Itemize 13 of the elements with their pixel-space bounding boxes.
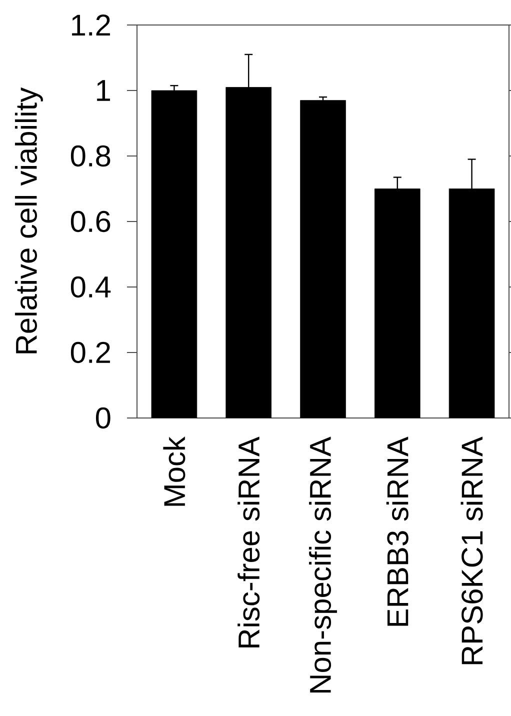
x-tick-label: Risc-free siRNA: [238, 436, 260, 648]
y-tick-label: 0.2: [70, 342, 110, 364]
y-tick-label: 0.8: [70, 145, 110, 167]
y-tick-label: 0.4: [70, 276, 111, 298]
x-tick-label: Non-specific siRNA: [309, 436, 337, 692]
y-tick-label: 1.2: [72, 14, 110, 36]
x-tick-label: Mock: [163, 436, 186, 506]
y-axis-title: Relative cell viability: [14, 87, 43, 354]
y-tick-label: 0: [96, 407, 110, 429]
x-tick-label: ERBB3 siRNA: [386, 436, 408, 626]
y-tick-label: 1: [97, 80, 110, 101]
x-tick-label: RPS6KC1 siRNA: [460, 436, 483, 664]
y-tick-label: 0.6: [70, 210, 110, 232]
